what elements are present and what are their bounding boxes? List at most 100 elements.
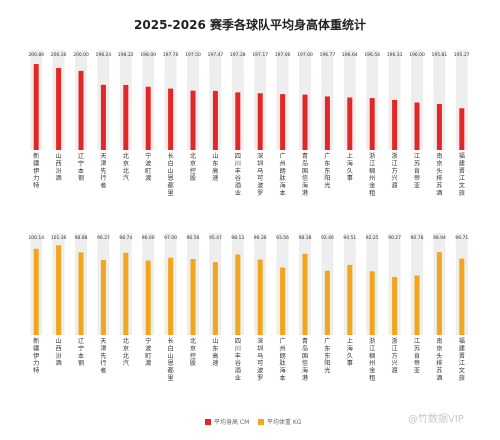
- value-label: 96.71: [455, 235, 468, 241]
- bar: [414, 102, 420, 150]
- value-label: 96.38: [254, 235, 267, 241]
- category-label: 广东东阳光: [324, 152, 330, 190]
- bar: [459, 258, 465, 335]
- category-label: 山东高速: [212, 152, 218, 182]
- value-label: 96.56: [187, 235, 200, 241]
- value-label: 95.47: [209, 235, 222, 241]
- value-label: 200.86: [28, 52, 44, 58]
- value-label: 195.27: [454, 52, 470, 58]
- chart-title: 2025-2026 赛季各球队平均身高体重统计: [134, 18, 366, 32]
- bar-track: [455, 50, 468, 150]
- value-label: 197.00: [297, 52, 313, 58]
- legend-weight-label: 平均体重 KG: [267, 419, 302, 426]
- bar: [392, 99, 398, 150]
- bar: [235, 254, 241, 335]
- bar: [459, 108, 465, 150]
- bar: [78, 70, 84, 150]
- category-label: 上海久事: [347, 152, 353, 182]
- category-label: 广州朗肽海本: [280, 337, 287, 382]
- bar: [347, 97, 353, 150]
- value-label: 98.38: [299, 235, 312, 241]
- category-label: 北京控股: [190, 152, 197, 182]
- value-label: 196.64: [342, 52, 358, 58]
- category-label: 广州朗肽海本: [280, 152, 287, 197]
- legend-height: 平均身高 CM: [205, 417, 249, 426]
- category-label: 天津先行者: [100, 153, 106, 190]
- category-label: 上海久事: [347, 337, 353, 367]
- value-label: 196.56: [364, 52, 380, 58]
- value-label: 90.78: [411, 235, 424, 241]
- value-label: 98.74: [119, 235, 132, 241]
- bar: [392, 276, 398, 335]
- value-label: 198.00: [140, 52, 156, 58]
- category-label: 浙江稠州金租: [369, 337, 376, 382]
- bar: [168, 88, 174, 150]
- legend-height-swatch: [205, 418, 211, 425]
- category-label: 北京控股: [190, 337, 197, 367]
- value-label: 98.13: [231, 235, 244, 241]
- value-label: 101.36: [51, 235, 67, 241]
- bar: [347, 264, 353, 335]
- value-label: 196.33: [387, 52, 403, 58]
- value-label: 92.46: [321, 235, 334, 241]
- value-label: 98.88: [75, 235, 88, 241]
- bar: [280, 94, 286, 150]
- bar-track: [411, 50, 423, 150]
- category-label: 宁波町渡: [145, 337, 151, 367]
- value-label: 197.47: [208, 52, 224, 58]
- category-label: 浙江方兴渡: [392, 337, 398, 375]
- category-label: 江苏肯帝亚: [414, 338, 420, 375]
- category-label: 辽宁本钢: [78, 152, 85, 182]
- bar: [33, 64, 39, 150]
- value-label: 198.22: [118, 52, 134, 58]
- bar: [235, 92, 241, 150]
- value-label: 197.17: [252, 52, 268, 58]
- bar: [212, 90, 218, 150]
- bar: [414, 275, 420, 335]
- value-label: 200.00: [73, 52, 89, 58]
- category-label: 北京北汽: [123, 337, 130, 367]
- bar: [257, 259, 263, 335]
- legend-weight: 平均体重 KG: [258, 417, 302, 426]
- bar: [123, 84, 129, 150]
- bar: [100, 84, 106, 150]
- bar: [369, 271, 375, 335]
- category-label: 南京头排苏酒: [436, 152, 442, 197]
- category-label: 青岛国信海港: [302, 337, 309, 382]
- value-label: 196.77: [320, 52, 336, 58]
- category-label: 新疆伊力特: [33, 152, 39, 190]
- bar: [436, 252, 442, 335]
- category-label: 浙江稠州金租: [369, 152, 376, 197]
- bar: [56, 245, 62, 335]
- category-label: 北京北汽: [123, 152, 130, 182]
- value-label: 97.00: [164, 235, 177, 241]
- category-label: 广东东阳光: [324, 337, 330, 375]
- category-label: 南京头排苏酒: [436, 337, 442, 382]
- value-label: 96.27: [97, 235, 110, 241]
- bar: [212, 262, 218, 335]
- legend-height-label: 平均身高 CM: [214, 419, 250, 426]
- bar: [145, 260, 151, 335]
- bar: [257, 93, 263, 150]
- category-label: 辽宁本钢: [78, 337, 85, 367]
- bar: [123, 252, 129, 335]
- bar: [302, 94, 308, 150]
- bar: [190, 258, 196, 335]
- category-label: 深圳马可波罗: [257, 152, 263, 197]
- category-label: 深圳马可波罗: [257, 337, 263, 382]
- bar: [56, 68, 62, 150]
- value-label: 197.50: [185, 52, 201, 58]
- bar: [369, 98, 375, 150]
- bar-track: [433, 50, 446, 150]
- value-label: 98.94: [433, 235, 446, 241]
- category-label: 山西汾酒: [56, 337, 62, 367]
- value-label: 198.24: [96, 52, 112, 58]
- category-label: 山东高速: [212, 337, 218, 367]
- category-label: 青岛国信海港: [302, 152, 309, 197]
- category-label: 浙江方兴渡: [392, 152, 398, 190]
- category-label: 福建晋江文旅: [459, 152, 465, 197]
- value-label: 96.00: [142, 235, 155, 241]
- value-label: 90.27: [388, 235, 401, 241]
- value-label: 92.25: [366, 235, 379, 241]
